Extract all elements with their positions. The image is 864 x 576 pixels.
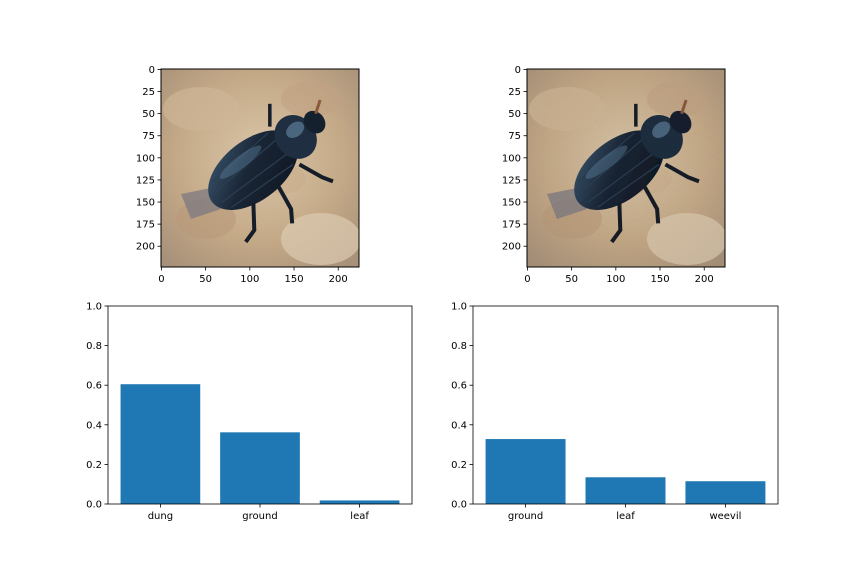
bar-leaf [585, 477, 666, 504]
image-frame-1 [160, 68, 360, 268]
image-ytick-label: 175 [136, 220, 155, 231]
image-ytick-label: 200 [136, 242, 155, 253]
xtick-label: leaf [616, 511, 635, 522]
image-ytick-label: 175 [502, 220, 521, 231]
bar-dung [120, 384, 201, 504]
bar-weevil [685, 481, 766, 504]
image-xtick-label: 100 [240, 274, 259, 285]
image-xtick-label: 50 [565, 274, 578, 285]
ytick-label: 0.6 [451, 381, 467, 392]
image-ytick-label: 50 [142, 109, 155, 120]
ytick-label: 0.2 [451, 460, 467, 471]
xtick-label: ground [242, 511, 277, 522]
plot-frame [107, 305, 413, 505]
ytick-label: 0.0 [451, 500, 467, 511]
image-panel-1: 0 25 50 75 100 125 150 175 200 0 50 100 150 200 [136, 65, 360, 285]
bar-ground [220, 432, 300, 504]
image-panel-2: 0 25 50 75 100 125 150 175 200 0 50 100 150 200 [502, 65, 726, 285]
ytick-label: 0.2 [86, 460, 102, 471]
xtick-label: leaf [350, 511, 369, 522]
ytick-label: 1.0 [86, 302, 102, 313]
image-1-xaxis: 0 50 100 150 200 [158, 267, 348, 285]
image-ytick-label: 75 [508, 131, 521, 142]
image-ytick-label: 100 [136, 153, 155, 164]
beetle-image-1 [161, 69, 359, 267]
image-ytick-label: 0 [515, 65, 521, 76]
bar-leaf [319, 500, 400, 504]
xtick-label: weevil [709, 511, 741, 522]
bar-chart-1: dung ground leaf 0.0 0.2 0.4 0.6 0.8 1.0 [86, 302, 413, 522]
ytick-label: 0.6 [86, 381, 102, 392]
image-ytick-label: 75 [142, 131, 155, 142]
ytick-label: 0.8 [451, 341, 467, 352]
ytick-label: 0.8 [86, 341, 102, 352]
beetle-image-2 [527, 69, 725, 267]
image-ytick-label: 25 [508, 87, 521, 98]
image-xtick-label: 50 [199, 274, 212, 285]
image-ytick-label: 0 [149, 65, 155, 76]
xtick-label: dung [148, 511, 173, 522]
image-ytick-label: 150 [502, 198, 521, 209]
xtick-label: ground [508, 511, 543, 522]
image-frame-2 [526, 68, 726, 268]
ytick-label: 0.4 [451, 420, 467, 431]
image-xtick-label: 200 [695, 274, 714, 285]
image-2-yaxis: 0 25 50 75 100 125 150 175 200 [502, 65, 527, 253]
image-ytick-label: 125 [136, 175, 155, 186]
image-xtick-label: 100 [606, 274, 625, 285]
image-xtick-label: 150 [650, 274, 669, 285]
ytick-label: 0.0 [86, 500, 102, 511]
image-xtick-label: 200 [329, 274, 348, 285]
image-xtick-label: 0 [158, 274, 164, 285]
ytick-label: 1.0 [451, 302, 467, 313]
bar-chart-2: ground leaf weevil 0.0 0.2 0.4 0.6 0.8 1.0 [451, 302, 779, 522]
image-ytick-label: 200 [502, 242, 521, 253]
plot-frame [472, 305, 779, 505]
image-ytick-label: 125 [502, 175, 521, 186]
bar-ground [485, 439, 566, 504]
image-ytick-label: 150 [136, 198, 155, 209]
image-2-xaxis: 0 50 100 150 200 [524, 267, 714, 285]
image-xtick-label: 150 [284, 274, 303, 285]
image-xtick-label: 0 [524, 274, 530, 285]
ytick-label: 0.4 [86, 420, 102, 431]
image-ytick-label: 25 [142, 87, 155, 98]
image-1-yaxis: 0 25 50 75 100 125 150 175 200 [136, 65, 161, 253]
image-ytick-label: 100 [502, 153, 521, 164]
image-ytick-label: 50 [508, 109, 521, 120]
